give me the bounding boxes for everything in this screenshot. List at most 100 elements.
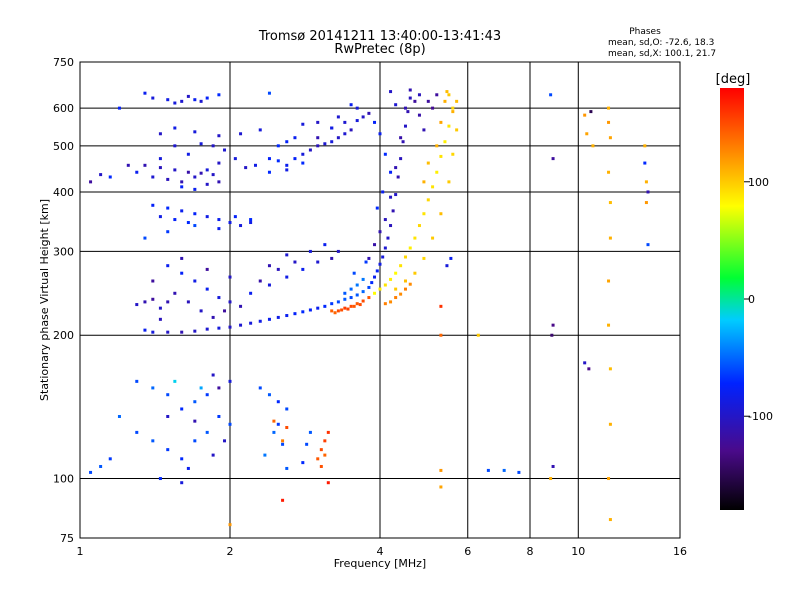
data-point — [608, 201, 612, 205]
data-point — [333, 311, 337, 315]
data-point — [239, 224, 243, 228]
x-tick-label: 8 — [527, 545, 534, 558]
data-point — [349, 287, 353, 291]
data-point — [285, 253, 289, 257]
data-point — [517, 470, 521, 474]
data-point — [417, 113, 421, 117]
data-point — [383, 283, 387, 287]
data-point — [408, 96, 412, 100]
data-point — [205, 96, 209, 100]
data-point — [413, 99, 417, 103]
data-point — [608, 236, 612, 240]
data-point — [211, 173, 215, 177]
data-point — [316, 120, 320, 124]
data-point — [108, 457, 112, 461]
data-point — [587, 367, 591, 371]
data-point — [158, 132, 162, 136]
data-point — [591, 144, 595, 148]
data-point — [151, 279, 155, 283]
data-point — [361, 277, 365, 281]
data-point — [267, 264, 271, 268]
data-point — [607, 170, 611, 174]
data-point — [316, 260, 320, 264]
data-point — [228, 523, 232, 527]
data-point — [394, 166, 398, 170]
data-point — [340, 308, 344, 312]
data-point — [199, 309, 203, 313]
data-point — [447, 180, 451, 184]
data-point — [394, 296, 398, 300]
data-point — [608, 518, 612, 522]
data-point — [330, 126, 334, 130]
data-point — [233, 157, 237, 161]
data-point — [186, 300, 190, 304]
data-point — [319, 448, 323, 452]
data-point — [502, 468, 506, 472]
data-point — [370, 281, 374, 285]
data-point — [608, 422, 612, 426]
data-point — [608, 367, 612, 371]
data-point — [422, 180, 426, 184]
data-point — [158, 317, 162, 321]
data-point — [180, 407, 184, 411]
data-point — [343, 297, 347, 301]
data-point — [585, 132, 589, 136]
data-point — [399, 136, 403, 140]
data-point — [135, 430, 139, 434]
data-point — [180, 99, 184, 103]
data-point — [391, 209, 395, 213]
data-point — [117, 106, 121, 110]
x-tick-label: 4 — [377, 545, 384, 558]
data-point — [199, 142, 203, 146]
data-point — [361, 115, 365, 119]
data-point — [205, 267, 209, 271]
data-point — [143, 163, 147, 167]
chart-subtitle: RwPretec (8p) — [334, 42, 425, 57]
y-tick-label: 750 — [53, 56, 74, 69]
data-point — [180, 180, 184, 184]
data-point — [439, 212, 443, 216]
data-point — [217, 180, 221, 184]
data-point — [455, 128, 459, 132]
data-point — [549, 93, 553, 97]
data-point — [166, 206, 170, 210]
data-point — [443, 99, 447, 103]
data-point — [336, 249, 340, 253]
data-point — [551, 323, 555, 327]
data-point — [551, 464, 555, 468]
data-point — [336, 115, 340, 119]
data-point — [285, 163, 289, 167]
data-point — [403, 124, 407, 128]
data-point — [151, 203, 155, 207]
data-point — [239, 132, 243, 136]
data-point — [217, 218, 221, 222]
y-axis-ticks: 75 100 200 300 400 500 600 750 — [53, 56, 74, 545]
data-point — [285, 140, 289, 144]
data-point — [406, 110, 410, 114]
stats-heading: Phases — [629, 27, 661, 37]
data-point — [426, 198, 430, 202]
data-point — [180, 256, 184, 260]
data-point — [403, 287, 407, 291]
data-point — [607, 120, 611, 124]
data-point — [166, 393, 170, 397]
data-point — [449, 256, 453, 260]
data-point — [389, 195, 393, 199]
data-point — [608, 136, 612, 140]
data-point — [367, 111, 371, 115]
data-point — [301, 161, 305, 165]
data-point — [285, 314, 289, 318]
data-point — [447, 124, 451, 128]
data-point — [367, 256, 371, 260]
data-point — [381, 255, 385, 259]
data-point — [276, 267, 280, 271]
data-point — [355, 302, 359, 306]
data-point — [205, 327, 209, 331]
data-point — [439, 304, 443, 308]
data-point — [217, 227, 221, 231]
data-point — [422, 128, 426, 132]
data-point — [211, 373, 215, 377]
data-point — [447, 93, 451, 97]
data-point — [378, 262, 382, 266]
